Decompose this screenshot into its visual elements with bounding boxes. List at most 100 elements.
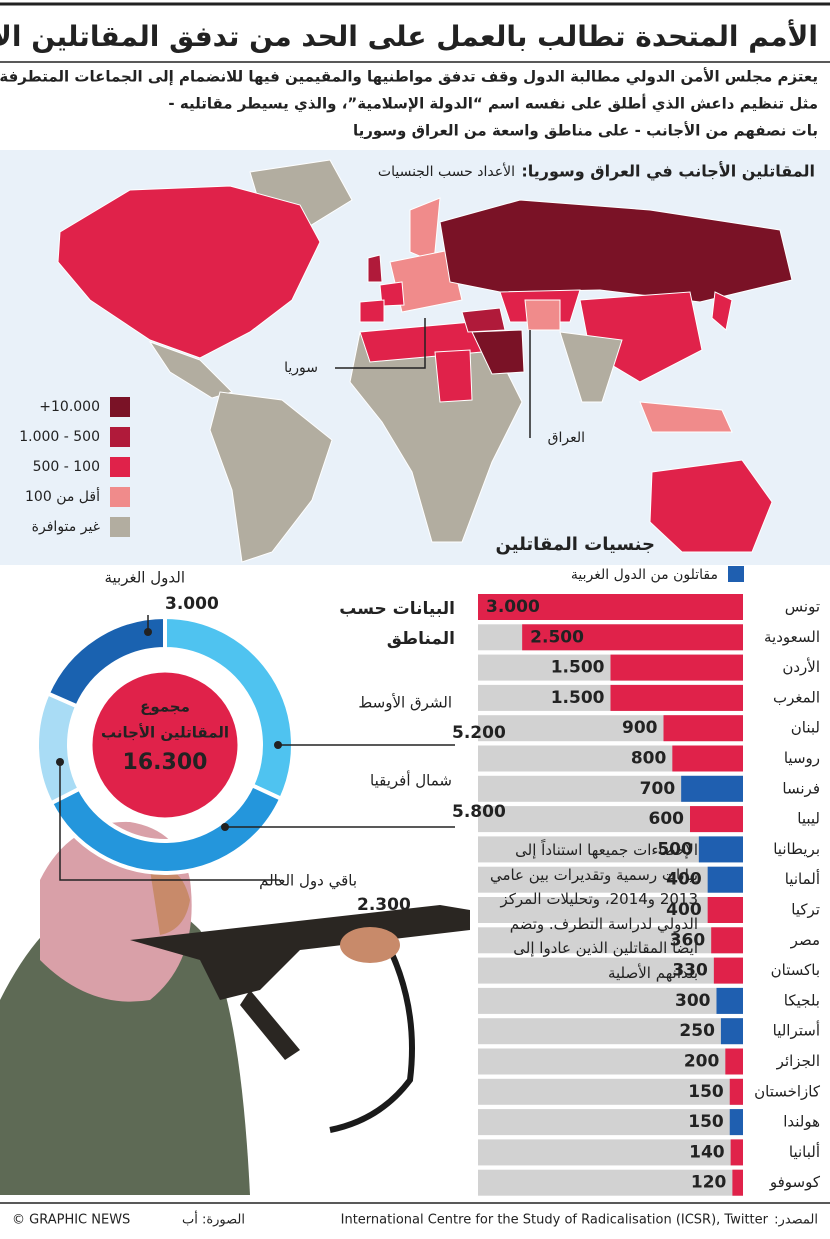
legend-swatch [110, 487, 130, 507]
legend-label: 500 - 100 [33, 459, 100, 475]
callout-dot [144, 628, 152, 636]
bar-track [478, 927, 743, 954]
category-label: لبنان [791, 719, 820, 737]
bar-track [478, 1078, 743, 1105]
subtitle: مثل تنظيم داعش الذي أطلق على نفسه اسم “ا… [168, 94, 818, 114]
country [367, 254, 383, 283]
value-label: 800 [631, 749, 667, 769]
bar [732, 1169, 743, 1196]
country [711, 291, 733, 331]
segment-value: 5.200 [452, 723, 506, 743]
bar-track [478, 957, 743, 984]
value-label: 330 [672, 961, 708, 981]
title: الأمم المتحدة تطالب بالعمل على الحد من ت… [0, 19, 818, 53]
category-label: الأردن [782, 657, 820, 676]
copyright: © GRAPHIC NEWS [12, 1213, 130, 1228]
bar [707, 866, 743, 893]
country [57, 185, 321, 359]
category-label: ليبيا [797, 810, 820, 828]
country [471, 329, 525, 375]
legend-label: 1.000 - 500 [19, 429, 100, 445]
segment-value: 2.300 [357, 895, 411, 915]
bar-track [478, 1048, 743, 1075]
legend-label: أقل من 100 [25, 487, 100, 505]
value-label: 120 [691, 1173, 727, 1193]
country [439, 199, 793, 303]
bar-track [478, 897, 743, 923]
note: الإحصاءات جميعها استناداً إلى بيانات رسم… [489, 841, 698, 982]
bar [698, 836, 743, 863]
bar [478, 594, 743, 620]
bar [730, 1139, 743, 1166]
country [209, 391, 333, 563]
country [649, 459, 773, 553]
map-title: المقاتلين الأجانب في العراق وسوريا: [521, 162, 815, 182]
legend-swatch [110, 457, 130, 477]
country [359, 299, 385, 323]
segment-value: 5.800 [452, 802, 506, 822]
category-label: تركيا [791, 901, 820, 919]
bar [681, 775, 743, 802]
subtitle: بات نصفهم من الأجانب - على مناطق واسعة م… [353, 122, 818, 140]
segment-label: الدول الغربية [104, 569, 185, 587]
country [379, 281, 405, 307]
country [524, 299, 561, 331]
donut-title: البيانات حسب المناطق [339, 599, 455, 649]
bar [522, 624, 743, 651]
bar [729, 1109, 743, 1136]
bar-track [478, 1169, 743, 1196]
category-label: فرنسا [782, 779, 820, 797]
bar [711, 927, 743, 954]
value-label: 1.500 [551, 688, 605, 708]
segment-label: شمال أفريقيا [370, 771, 452, 790]
bar [690, 806, 743, 833]
bar [720, 1018, 743, 1045]
value-label: 900 [622, 718, 658, 738]
value-label: 150 [688, 1082, 724, 1102]
category-label: المغرب [773, 688, 820, 706]
country [461, 307, 506, 333]
center-total: 16.300 [123, 750, 208, 775]
legend-label: غير متوافرة [32, 519, 100, 535]
value-label: 3.000 [486, 597, 540, 617]
bar-track [478, 1018, 743, 1045]
value-label: 400 [666, 870, 702, 890]
value-label: 600 [649, 809, 685, 829]
bar [672, 745, 743, 772]
segment-value: 3.000 [165, 594, 219, 614]
callout-line [59, 762, 280, 881]
category-label: الجزائر [776, 1052, 820, 1070]
category-label: باكستان [771, 961, 820, 979]
donut-segment [45, 614, 167, 709]
value-label: 150 [688, 1112, 724, 1132]
country [639, 401, 733, 433]
callout-dot [274, 741, 282, 749]
callout-dot [221, 823, 229, 831]
donut-center [89, 669, 241, 821]
bar [729, 1078, 743, 1105]
country [434, 349, 473, 403]
photo-credit: الصورة: أب [182, 1211, 245, 1228]
legend-swatch [110, 427, 130, 447]
center-title: مجموع [140, 698, 190, 716]
category-label: مصر [790, 931, 820, 949]
photo [0, 821, 470, 1195]
bar [610, 654, 743, 681]
legend-label: +10.000 [39, 399, 100, 415]
bar-track [478, 1109, 743, 1136]
category-label: ألمانيا [785, 869, 820, 888]
map-label: العراق [548, 430, 585, 446]
value-label: 500 [657, 839, 693, 859]
bar-title: جنسيات المقاتلين [496, 534, 655, 555]
category-label: بريطانيا [773, 840, 820, 858]
value-label: 2.500 [530, 627, 584, 647]
map-subtitle: الأعداد حسب الجنسيات [378, 162, 515, 180]
bar [716, 987, 743, 1014]
category-label: السعودية [764, 628, 820, 646]
map-legend: +10.000 1.000 - 500 500 - 100 أقل من 100 غير… [19, 397, 130, 537]
bar-track [478, 866, 743, 893]
value-label: 200 [684, 1052, 720, 1072]
world-map [57, 159, 793, 563]
category-label: روسيا [784, 749, 820, 767]
